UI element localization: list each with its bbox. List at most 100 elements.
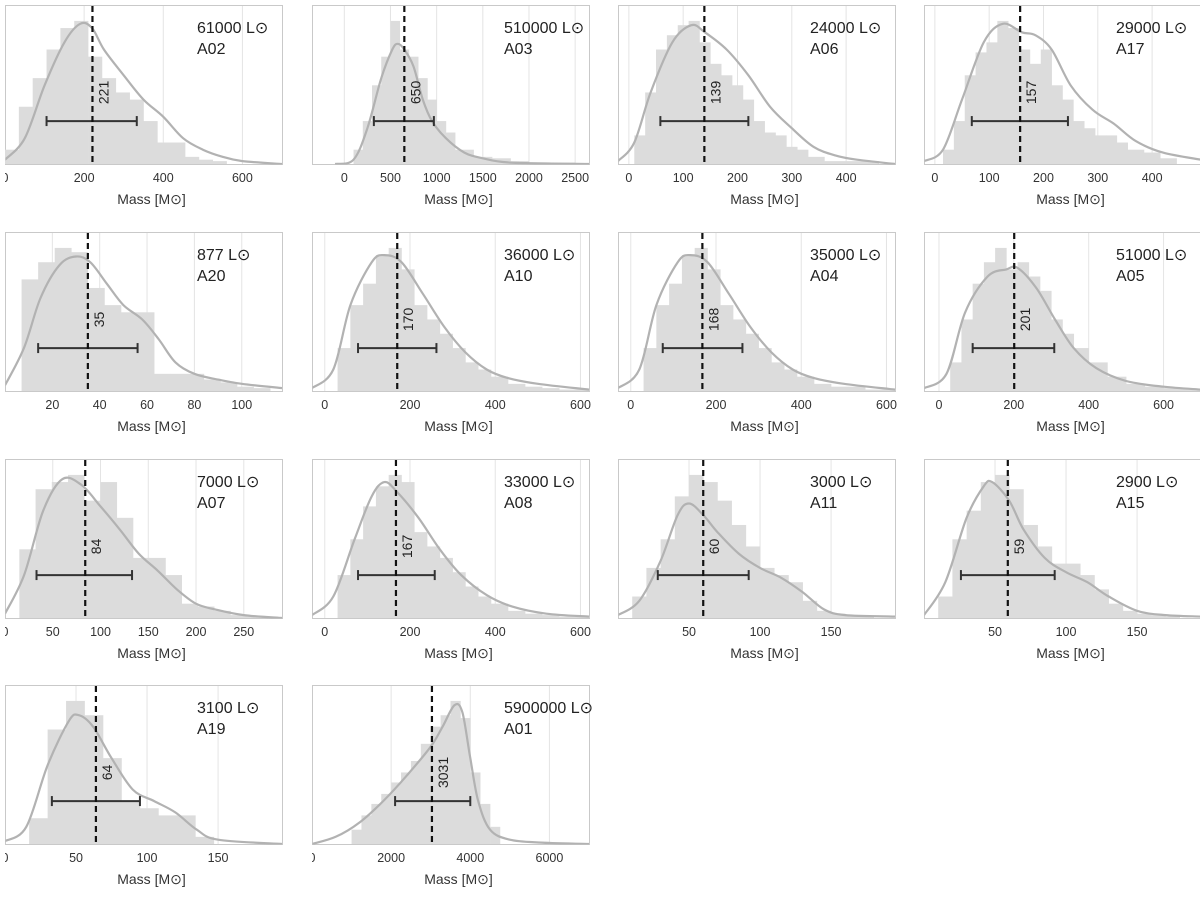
histogram-bar [689, 21, 700, 164]
x-tick-label: 400 [485, 625, 506, 639]
x-tick-label: 0 [935, 398, 942, 412]
histogram-bar [943, 150, 954, 164]
histogram-bar [784, 370, 797, 391]
histogram-bar [1094, 589, 1109, 618]
x-tick-label: 100 [137, 851, 158, 865]
histogram-bar [1006, 269, 1018, 391]
x-tick-label: 200 [706, 398, 727, 412]
x-tick-label: 300 [781, 171, 802, 185]
x-axis-title: Mass [M⊙] [730, 191, 799, 207]
x-tick-label: 100 [673, 171, 694, 185]
histogram-bar [967, 511, 982, 618]
histogram-bar [1066, 564, 1081, 618]
histogram-bar [149, 558, 166, 618]
histogram-bar [733, 319, 746, 391]
histogram-bar [961, 319, 973, 391]
source-name: A20 [197, 268, 226, 285]
x-tick-label: 0 [627, 398, 634, 412]
x-tick-label: 6000 [536, 851, 564, 865]
histogram-bar [678, 25, 689, 164]
histogram-bar [831, 387, 848, 391]
x-tick-label: 100 [979, 171, 1000, 185]
histogram-bar [350, 539, 363, 618]
histogram-bar [338, 348, 351, 391]
x-tick-label: 200 [400, 625, 421, 639]
histogram-bar [689, 475, 704, 618]
histogram-bar [743, 100, 754, 164]
histogram-bar [814, 384, 831, 391]
x-axis-title: Mass [M⊙] [117, 871, 186, 887]
source-name: A08 [504, 495, 533, 512]
histogram-bar [133, 558, 150, 618]
x-tick-label: 400 [836, 171, 857, 185]
x-tick-label: 600 [232, 171, 253, 185]
histogram-bar [1041, 50, 1052, 164]
histogram-bar [1095, 135, 1106, 164]
histogram-bar [29, 818, 48, 844]
histogram-bar [52, 482, 69, 618]
x-tick-label: 150 [821, 625, 842, 639]
x-tick-label: 100 [750, 625, 771, 639]
luminosity-label: 3000 L⊙ [810, 474, 872, 491]
histogram-bar [460, 718, 470, 844]
histogram-bar [754, 121, 765, 164]
histogram-bar [121, 801, 140, 844]
histogram-bar [140, 808, 159, 844]
histogram-bar [1089, 362, 1108, 391]
histogram-bar [376, 486, 389, 618]
histogram-bar [376, 255, 389, 391]
histogram-bar [427, 319, 440, 391]
histogram-bar [237, 387, 254, 391]
histogram-bar [797, 377, 814, 391]
histogram-bar [1040, 291, 1052, 391]
median-label: 157 [1023, 81, 1039, 105]
histogram-bar [491, 377, 508, 391]
histogram-bar [669, 284, 682, 391]
source-name: A19 [197, 721, 226, 738]
source-name: A10 [504, 268, 533, 285]
source-name: A15 [1116, 495, 1145, 512]
histogram-bar [848, 387, 865, 391]
histogram-bar [478, 597, 491, 618]
x-tick-label: 50 [46, 625, 60, 639]
histogram-bar [1123, 611, 1138, 618]
x-tick-label: 1500 [469, 171, 497, 185]
histogram-bar [984, 262, 996, 391]
x-tick-label: 0 [5, 171, 9, 185]
histogram-bar [440, 334, 453, 391]
histogram-bar [254, 388, 271, 391]
histogram-bar [938, 597, 953, 618]
x-tick-label: 200 [186, 625, 207, 639]
median-label: 3031 [435, 757, 451, 788]
x-tick-label: 150 [208, 851, 229, 865]
histogram-bar [1144, 153, 1161, 164]
x-tick-label: 0 [5, 625, 9, 639]
x-axis-title: Mass [M⊙] [424, 191, 493, 207]
histogram-bar [710, 64, 721, 164]
histogram-bar [508, 611, 525, 618]
histogram-bar [776, 135, 787, 164]
histogram-bar [732, 85, 743, 164]
source-name: A07 [197, 495, 226, 512]
x-tick-label: 0 [625, 171, 632, 185]
x-axis-title: Mass [M⊙] [117, 645, 186, 661]
histogram-bar [22, 279, 39, 391]
histogram-bar [38, 262, 55, 391]
histogram-bar [144, 121, 158, 164]
x-tick-label: 400 [485, 398, 506, 412]
histogram-bar [771, 362, 784, 391]
x-axis-title: Mass [M⊙] [424, 418, 493, 434]
histogram-bar [199, 160, 213, 164]
